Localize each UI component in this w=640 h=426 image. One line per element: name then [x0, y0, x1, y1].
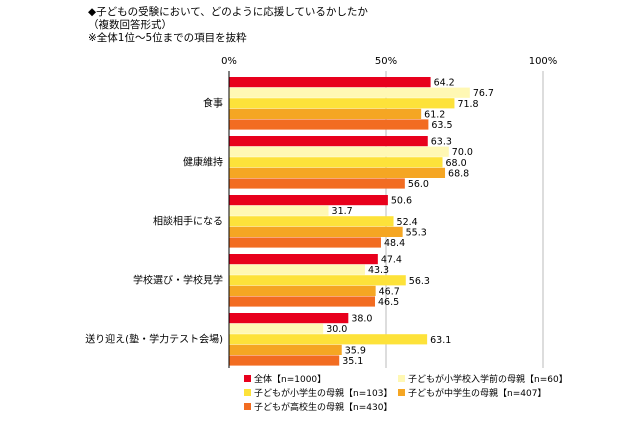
bar — [229, 296, 376, 307]
bar — [229, 119, 429, 130]
chart-title-line-2: （複数回答形式） — [88, 19, 172, 31]
data-label: 35.9 — [345, 345, 366, 356]
data-label: 70.0 — [452, 147, 473, 158]
chart-title-line-3: ※全体1位～5位までの項目を抜粋 — [88, 32, 247, 44]
data-label: 43.3 — [368, 265, 389, 276]
bar — [229, 87, 470, 98]
data-label: 64.2 — [434, 78, 455, 89]
chart-title-line-1: ◆子どもの受験において、どのように応援しているかしたか — [88, 6, 368, 18]
data-label: 71.8 — [457, 99, 478, 110]
legend-swatch — [244, 389, 251, 396]
data-label: 46.7 — [379, 286, 400, 297]
bar — [229, 313, 349, 324]
data-label: 56.0 — [408, 179, 429, 190]
data-label: 46.5 — [378, 297, 399, 308]
data-label: 48.4 — [384, 238, 405, 249]
bar — [229, 157, 443, 168]
bar — [229, 254, 378, 265]
data-label: 68.8 — [448, 168, 469, 179]
category-label: 学校選び・学校見学 — [133, 274, 223, 287]
data-label: 47.4 — [381, 255, 402, 266]
bar — [229, 216, 394, 227]
bar — [229, 355, 340, 366]
bar — [229, 285, 376, 296]
bar — [229, 178, 405, 189]
data-label: 61.2 — [424, 109, 445, 120]
data-label: 76.7 — [473, 88, 494, 99]
data-label: 56.3 — [409, 276, 430, 287]
data-label: 30.0 — [326, 324, 347, 335]
legend-label: 子どもが小学生の母親【n=103】 — [254, 387, 392, 399]
category-label: 相談相手になる — [153, 215, 223, 228]
data-label: 63.5 — [431, 120, 452, 131]
legend-label: 子どもが高校生の母親【n=430】 — [254, 401, 392, 413]
data-label: 63.3 — [431, 137, 452, 148]
category-label: 食事 — [203, 97, 223, 110]
legend-label: 子どもが小学校入学前の母親【n=60】 — [408, 373, 568, 385]
bar — [229, 108, 422, 119]
bar — [229, 237, 381, 248]
bar — [229, 77, 431, 88]
category-label: 送り迎え(塾・学力テスト会場) — [85, 333, 223, 346]
bar — [229, 136, 428, 147]
data-label: 52.4 — [397, 217, 418, 228]
bar — [229, 146, 449, 157]
legend-label: 子どもが中学生の母親【n=407】 — [408, 387, 546, 399]
data-label: 31.7 — [332, 206, 353, 217]
bar — [229, 226, 403, 237]
bar — [229, 334, 428, 345]
data-label: 68.0 — [446, 158, 467, 169]
legend-swatch — [398, 389, 405, 396]
data-label: 38.0 — [351, 314, 372, 325]
bar — [229, 205, 329, 216]
data-label: 35.1 — [342, 356, 363, 367]
x-tick-label: 100% — [529, 56, 558, 67]
bar — [229, 344, 342, 355]
legend-label: 全体【n=1000】 — [254, 373, 326, 385]
chart-title: ◆子どもの受験において、どのように応援しているかしたか （複数回答形式） ※全体… — [88, 6, 368, 45]
bar — [229, 275, 406, 286]
category-label: 健康維持 — [183, 156, 223, 169]
x-tick-label: 0% — [221, 56, 237, 67]
legend-swatch — [244, 375, 251, 382]
legend-swatch — [244, 403, 251, 410]
bar — [229, 98, 455, 109]
bar — [229, 167, 446, 178]
data-label: 50.6 — [391, 196, 412, 207]
data-label: 63.1 — [430, 335, 451, 346]
bar — [229, 195, 388, 206]
bar — [229, 323, 324, 334]
x-tick-label: 50% — [375, 56, 397, 67]
data-label: 55.3 — [406, 227, 427, 238]
legend-swatch — [398, 375, 405, 382]
bar — [229, 264, 365, 275]
